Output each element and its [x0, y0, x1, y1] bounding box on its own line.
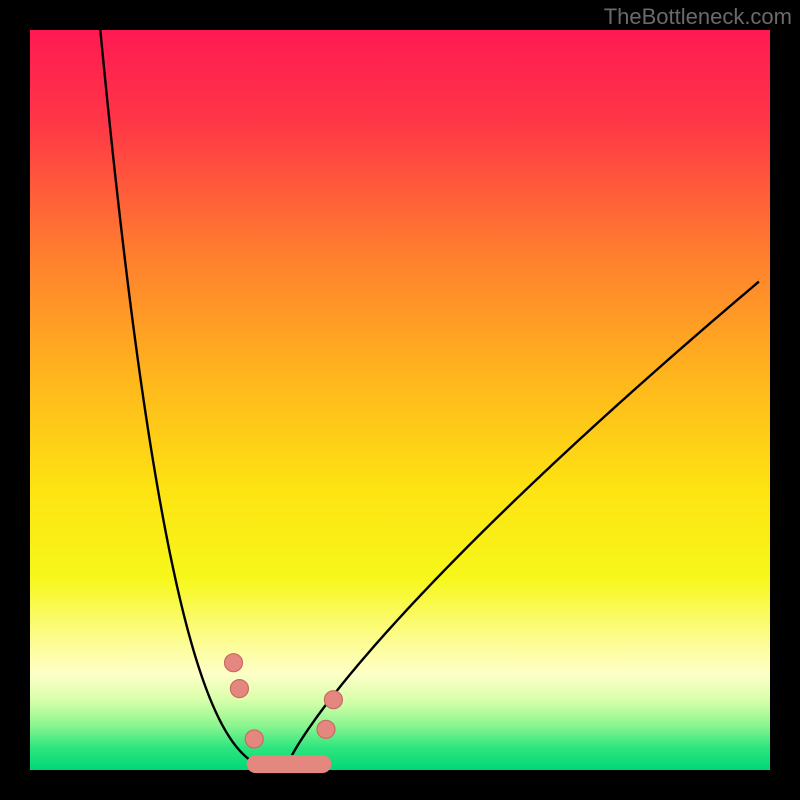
data-marker — [225, 654, 243, 672]
gradient-background — [30, 30, 770, 770]
data-marker — [317, 720, 335, 738]
watermark-text: TheBottleneck.com — [604, 4, 792, 30]
data-marker — [245, 730, 263, 748]
chart-container: TheBottleneck.com — [0, 0, 800, 800]
bottleneck-chart — [0, 0, 800, 800]
data-marker — [230, 680, 248, 698]
data-marker — [324, 691, 342, 709]
